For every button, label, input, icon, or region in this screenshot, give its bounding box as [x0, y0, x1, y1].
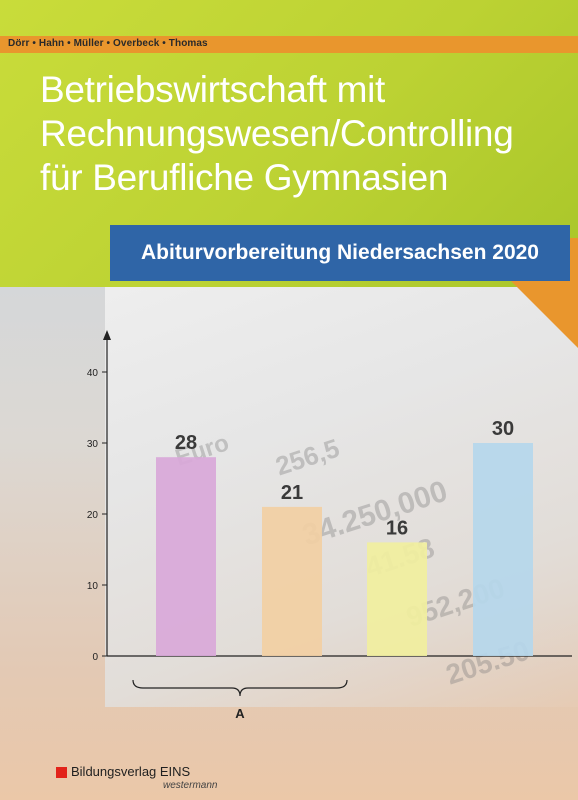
bar-value-label: 16 — [386, 517, 408, 539]
authors-line: Dörr • Hahn • Müller • Overbeck • Thomas — [8, 38, 208, 49]
bar — [262, 506, 322, 656]
bar-value-label: 30 — [492, 418, 514, 440]
group-label: A — [235, 706, 245, 721]
y-tick-label: 40 — [87, 368, 99, 379]
y-tick-label: 20 — [87, 510, 99, 521]
y-tick-label: 0 — [92, 652, 98, 663]
publisher-square-icon — [56, 767, 67, 778]
title-line-1: Betriebswirtschaft mit — [40, 69, 385, 110]
y-tick-label: 10 — [87, 581, 99, 592]
bar — [473, 443, 533, 656]
group-brace-icon — [132, 679, 348, 697]
authors-bar — [0, 36, 578, 53]
bar-value-label: 28 — [175, 432, 197, 454]
bar-value-label: 21 — [281, 482, 303, 504]
y-tick-label: 30 — [87, 439, 99, 450]
subtitle-text: Abiturvorbereitung Niedersachsen 2020 — [141, 241, 539, 264]
bar — [367, 542, 427, 656]
title-line-3: für Berufliche Gymnasien — [40, 157, 449, 198]
publisher-name: Bildungsverlag EINS — [71, 764, 191, 779]
book-title: Betriebswirtschaft mit Rechnungswesen/Co… — [40, 68, 570, 200]
title-line-2: Rechnungswesen/Controlling — [40, 113, 514, 154]
publisher-sub: westermann — [163, 780, 218, 791]
subtitle-banner: Abiturvorbereitung Niedersachsen 2020 — [110, 225, 570, 281]
bar — [156, 457, 216, 656]
y-axis-arrow-icon — [103, 330, 111, 340]
